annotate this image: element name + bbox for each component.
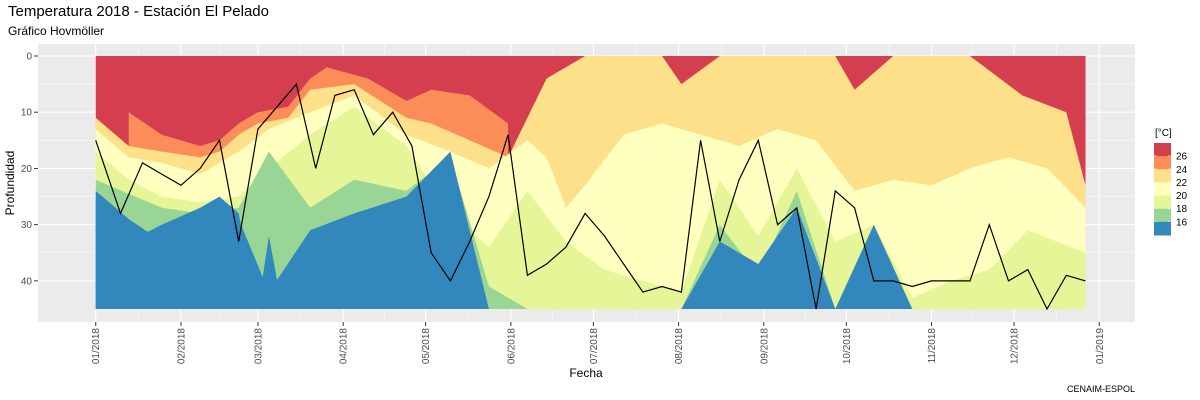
- legend-label-2: 22: [1176, 178, 1188, 189]
- x-axis-title: Fecha: [569, 366, 603, 380]
- band-6: [95, 196, 297, 309]
- x-tick-label-2: 03/2018: [253, 328, 264, 365]
- legend-label-4: 18: [1176, 204, 1188, 215]
- x-tick-label-1: 02/2018: [176, 328, 187, 365]
- x-tick-label-11: 12/2018: [1010, 328, 1021, 365]
- x-tick-label-8: 09/2018: [759, 328, 770, 365]
- x-tick-label-7: 08/2018: [674, 328, 685, 365]
- legend-label-5: 16: [1176, 217, 1188, 228]
- legend-swatch-1: [1154, 156, 1171, 170]
- y-tick-label-0: 0: [26, 52, 32, 63]
- x-tick-label-0: 01/2018: [91, 328, 102, 365]
- x-tick-label-9: 10/2018: [842, 328, 853, 365]
- legend: 26 24 22 20 18 16: [1154, 143, 1188, 236]
- y-axis: 0 10 20 30 40: [21, 52, 38, 287]
- y-tick-label-3: 30: [21, 220, 33, 231]
- legend-swatch-0: [1154, 143, 1171, 157]
- y-axis-title: Profundidad: [3, 151, 17, 216]
- contour-polyline: [95, 82, 1086, 311]
- legend-swatch-5: [1154, 208, 1171, 223]
- contour-line: [95, 82, 1086, 311]
- x-tick-label-12: 01/2019: [1095, 328, 1106, 365]
- x-axis: 01/2018 02/2018 03/2018 04/2018 05/2018 06/20…: [91, 322, 1106, 364]
- legend-label-3: 20: [1176, 191, 1188, 202]
- x-tick-label-5: 06/2018: [506, 328, 517, 365]
- band-5: [95, 151, 913, 309]
- chart-subtitle: Gráfico Hovmöller: [8, 24, 104, 38]
- legend-swatch-3: [1154, 182, 1171, 197]
- x-tick-label-4: 05/2018: [421, 328, 432, 365]
- legend-label-0: 26: [1176, 152, 1188, 163]
- chart-title: Temperatura 2018 - Estación El Pelado: [8, 3, 269, 20]
- y-tick-label-4: 40: [21, 276, 33, 287]
- y-tick-label-1: 10: [21, 108, 33, 119]
- legend-title: [°C]: [1155, 128, 1172, 139]
- legend-swatch-4: [1154, 195, 1171, 210]
- legend-label-1: 24: [1176, 165, 1188, 176]
- temperature-fill: [95, 56, 1086, 310]
- legend-swatch-2: [1154, 169, 1171, 183]
- x-tick-label-10: 11/2018: [927, 328, 938, 364]
- legend-swatch-6: [1154, 221, 1171, 236]
- x-tick-label-6: 07/2018: [589, 328, 600, 365]
- caption: CENAIM-ESPOL: [1067, 384, 1135, 394]
- x-tick-label-3: 04/2018: [339, 328, 350, 365]
- y-tick-label-2: 20: [21, 164, 33, 175]
